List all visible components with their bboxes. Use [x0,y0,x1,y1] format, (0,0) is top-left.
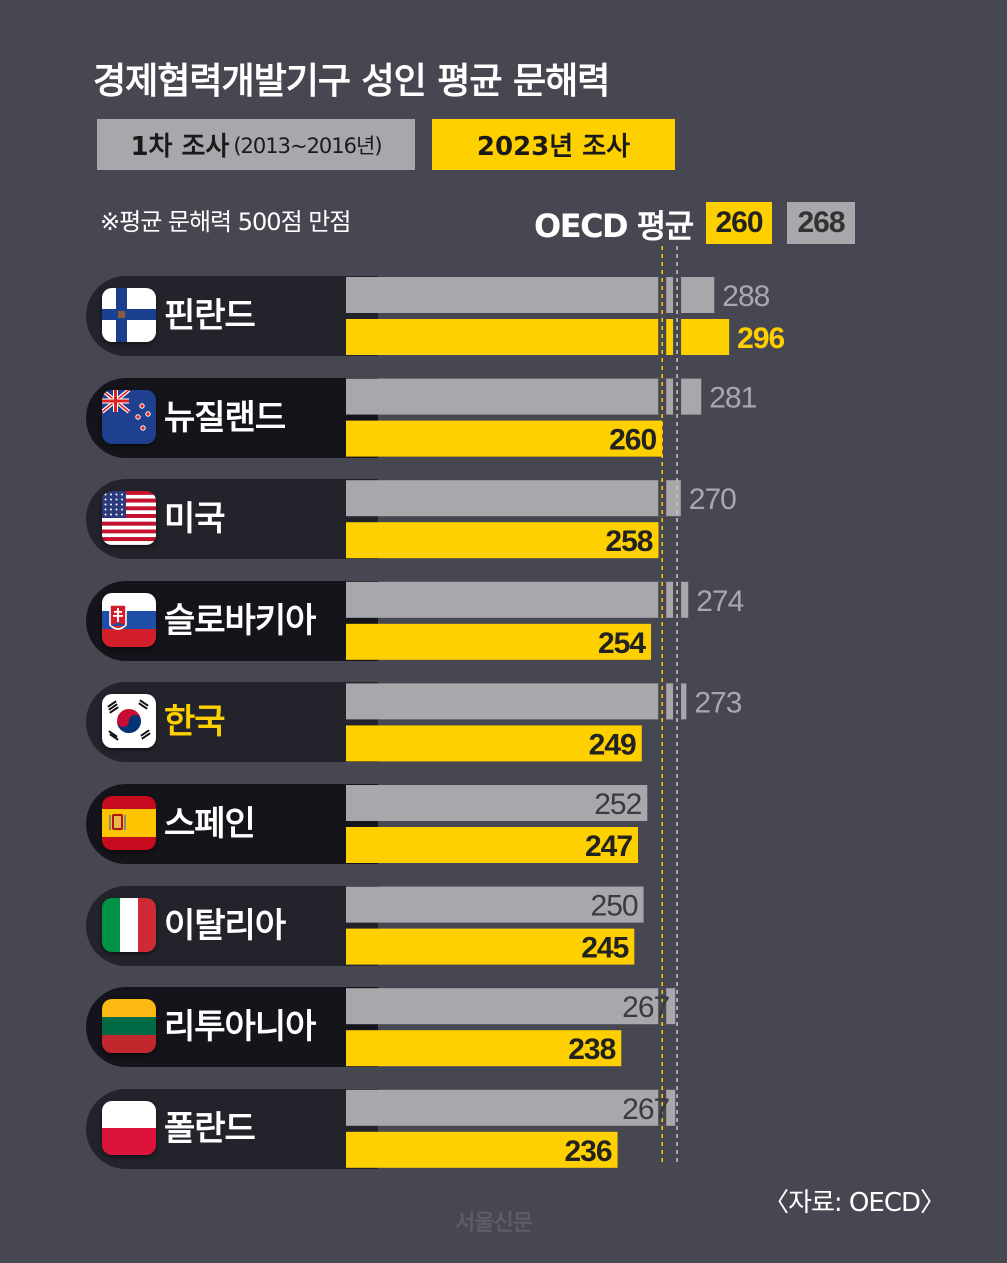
country-name: 한국 [164,702,226,743]
reference-line-gap [673,378,682,415]
country-label: 리투아니아 [86,987,378,1068]
data-label-second-survey: 238 [568,1033,615,1066]
legend-first-survey: 1차 조사 (2013~2016년) [97,119,415,170]
data-label-first-survey: 288 [722,280,769,313]
oecd-average-first-value: 268 [787,202,855,244]
data-label-second-survey: 254 [598,627,646,660]
bar-second-survey [346,319,730,355]
usa-flag-icon [102,491,156,546]
slovakia-flag-icon [102,592,156,647]
legend-first-label: 1차 조사 [130,132,230,162]
bar-second-survey [346,1030,622,1067]
country-name: 폴란드 [164,1108,256,1149]
reference-line-gap [658,480,667,517]
publisher-watermark: 서울신문 [455,1211,533,1236]
italy-flag-icon [102,897,156,952]
country-name: 미국 [164,499,226,540]
bar-first-survey [346,886,644,923]
data-label-first-survey: 270 [689,483,736,516]
chart-title: 경제협력개발기구 성인 평균 문해력 [93,61,610,102]
data-label-first-survey: 274 [696,585,743,618]
bar-first-survey [346,785,648,821]
country-label: 이탈리아 [86,885,378,966]
data-label-second-survey: 247 [585,830,632,863]
bar-second-survey [346,522,659,559]
country-label: 미국 [86,479,378,560]
data-label-first-survey: 273 [694,686,741,719]
korea-flag-icon [102,694,156,749]
data-label-first-survey: 281 [709,382,756,415]
country-label: 슬로바키아 [86,580,378,661]
data-label-first-survey: 267 [622,1093,669,1126]
country-name: 슬로바키아 [164,600,316,641]
bar-second-survey [346,623,652,660]
bar-first-survey [346,277,715,313]
country-label: 한국 [86,682,378,763]
legend-second-survey: 2023년 조사 [432,119,675,170]
data-label-second-survey: 258 [605,525,652,558]
bar-second-survey [346,928,635,965]
bar-first-survey [346,378,702,415]
data-label-second-survey: 236 [564,1135,611,1168]
data-label-second-survey: 296 [737,322,784,355]
legend-second-label: 2023년 조사 [476,132,631,162]
source-note: 〈자료: OECD〉 [763,1188,946,1218]
new-zealand-flag-icon [102,389,156,444]
bar-first-survey [346,581,689,618]
country-label: 핀란드 [86,276,378,356]
bar-first-survey [346,1089,676,1126]
data-label-second-survey: 260 [609,424,656,457]
data-label-first-survey: 252 [594,788,641,821]
legend-first-period: (2013~2016년) [233,133,382,158]
country-name: 뉴질랜드 [164,397,286,438]
country-name: 이탈리아 [164,905,286,946]
bar-second-survey [346,725,642,762]
country-name: 핀란드 [164,296,256,336]
reference-line-gap [673,683,682,720]
oecd-average-second-value: 260 [706,202,772,244]
country-label: 폴란드 [86,1088,378,1169]
country-name: 리투아니아 [164,1007,316,1048]
data-label-first-survey: 267 [622,991,669,1024]
country-name: 스페인 [164,804,256,844]
scale-note: ※평균 문해력 500점 만점 [100,208,351,236]
finland-flag-icon [102,288,156,342]
bar-first-survey [346,683,687,720]
data-label-second-survey: 249 [589,728,636,761]
reference-line-gap [658,1089,667,1126]
reference-line-gap [658,683,667,720]
oecd-average-label: OECD 평균 [534,207,694,245]
poland-flag-icon [102,1100,156,1155]
spain-flag-icon [102,796,156,850]
bar-first-survey [346,988,676,1025]
data-label-second-survey: 245 [581,932,628,965]
bar-first-survey [346,480,681,517]
lithuania-flag-icon [102,999,156,1054]
bar-second-survey [346,420,663,457]
bar-second-survey [346,827,639,863]
data-label-first-survey: 250 [591,890,638,923]
country-label: 스페인 [86,784,378,864]
bar-second-survey [346,1131,618,1168]
reference-line-gap [658,378,667,415]
country-label: 뉴질랜드 [86,377,378,458]
